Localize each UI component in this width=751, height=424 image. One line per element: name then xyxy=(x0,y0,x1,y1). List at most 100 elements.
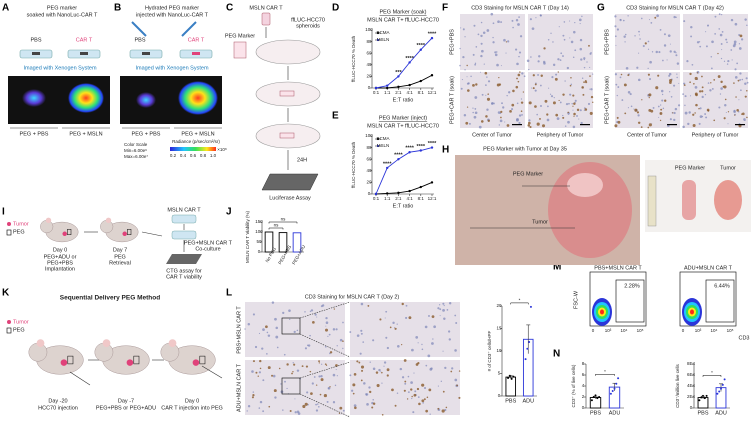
stain xyxy=(381,413,384,416)
y-tick-label: 20 xyxy=(366,180,372,185)
assay-label: Luciferase Assay xyxy=(269,195,311,201)
nucleus xyxy=(516,117,519,121)
stain xyxy=(484,71,488,75)
nucleus xyxy=(730,18,734,22)
dish-label: PBS xyxy=(30,37,41,43)
stain xyxy=(437,407,440,410)
data-point xyxy=(386,86,389,90)
stain xyxy=(516,77,518,80)
stain xyxy=(466,64,468,67)
stain xyxy=(425,409,428,413)
stain xyxy=(648,96,650,99)
nucleus xyxy=(660,89,664,93)
stain xyxy=(573,112,576,116)
nucleus xyxy=(396,323,398,325)
stain xyxy=(569,84,572,87)
nucleus xyxy=(570,40,574,44)
zoom-box xyxy=(281,377,301,395)
nucleus xyxy=(365,393,369,396)
y-tick-label: 0 xyxy=(582,405,585,410)
day-label: Day 7 xyxy=(113,247,127,253)
nucleus xyxy=(251,370,254,373)
nucleus xyxy=(439,315,441,317)
stain xyxy=(532,74,535,77)
nucleus xyxy=(328,333,331,336)
nucleus xyxy=(650,21,653,24)
nucleus xyxy=(579,23,581,25)
stain xyxy=(329,351,333,354)
nucleus xyxy=(317,405,320,408)
data-point xyxy=(615,382,618,385)
x-tick-label: 2:1 xyxy=(395,90,402,95)
stain xyxy=(741,113,743,115)
flow-tick: 10⁵ xyxy=(637,328,644,333)
step-text: PEG+PBS or PEG+ADU xyxy=(96,405,156,411)
x-tick-label: 8:1 xyxy=(418,90,425,95)
nucleus xyxy=(667,34,671,37)
zoom-line xyxy=(299,301,351,319)
bar xyxy=(264,231,274,253)
nucleus xyxy=(690,25,693,29)
legend-label: PEG xyxy=(13,327,25,333)
nucleus xyxy=(336,375,338,377)
nucleus xyxy=(535,17,537,19)
histology-image xyxy=(460,72,525,128)
nucleus xyxy=(549,93,552,95)
legend-swatch xyxy=(7,320,11,324)
col-label: Center of Tumor xyxy=(472,132,512,138)
stain xyxy=(403,359,407,362)
data-point xyxy=(386,166,389,170)
nucleus xyxy=(731,59,733,61)
stain xyxy=(466,106,469,108)
nucleus xyxy=(446,308,449,311)
nucleus xyxy=(580,121,583,125)
nucleus xyxy=(360,302,364,306)
nucleus xyxy=(474,63,477,66)
nucleus xyxy=(266,331,269,334)
nucleus xyxy=(503,38,506,42)
stain xyxy=(706,108,710,112)
stain xyxy=(369,390,372,394)
y-tick-label: 2E4 xyxy=(687,394,696,399)
data-point xyxy=(397,85,400,89)
nucleus xyxy=(624,41,626,43)
flow-tick: 10⁵ xyxy=(727,328,734,333)
stain xyxy=(486,97,491,101)
stain xyxy=(361,369,364,372)
stain xyxy=(634,108,638,112)
nucleus xyxy=(550,32,552,34)
data-point xyxy=(408,61,411,64)
nucleus xyxy=(666,59,668,61)
legend-swatch xyxy=(6,229,12,236)
nucleus xyxy=(325,321,329,324)
stain xyxy=(401,344,403,346)
nucleus xyxy=(539,105,542,108)
bar xyxy=(697,397,709,409)
data-point xyxy=(528,341,531,343)
nucleus xyxy=(579,38,583,42)
stain xyxy=(717,75,721,79)
data-point xyxy=(698,399,701,402)
nucleus xyxy=(472,111,474,114)
stain xyxy=(371,406,374,409)
stain xyxy=(546,113,549,116)
data-point xyxy=(723,378,726,381)
stain xyxy=(312,321,315,324)
stain xyxy=(532,87,535,90)
nucleus xyxy=(280,383,282,385)
panel-label: I xyxy=(2,207,5,218)
stain xyxy=(647,126,650,129)
y-tick-label: 8 xyxy=(582,361,585,366)
mouse-ear xyxy=(168,339,177,347)
stain xyxy=(528,101,532,105)
y-tick-label: 60 xyxy=(366,50,372,55)
y-tick-label: 20 xyxy=(496,303,502,308)
vial xyxy=(261,12,271,26)
nucleus xyxy=(701,95,704,99)
nucleus xyxy=(555,73,558,76)
nucleus xyxy=(684,111,688,115)
y-tick-label: 10 xyxy=(496,348,502,353)
stain xyxy=(268,405,271,408)
nucleus xyxy=(657,105,660,108)
nucleus xyxy=(719,33,723,37)
